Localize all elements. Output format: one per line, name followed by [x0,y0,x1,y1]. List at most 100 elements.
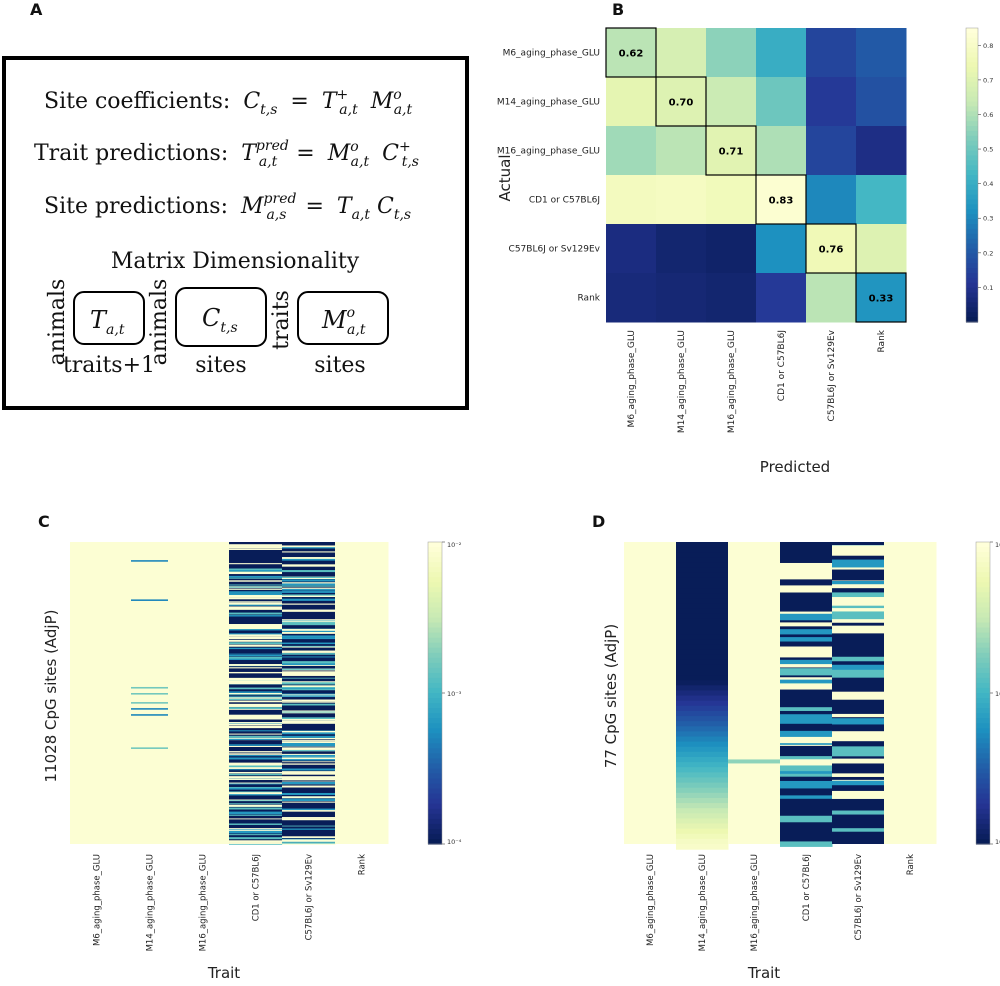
d-gradient-band [676,736,729,743]
b-colorbar-segment [966,170,978,176]
c-stripe [229,764,283,767]
d-colorbar-segment [976,592,990,598]
b-colorbar-label: 0.3 [983,215,993,223]
b-cell [656,126,707,176]
d-colorbar-segment [976,652,990,659]
c-stripe [282,718,336,721]
b-colorbar-label: 0.4 [983,180,993,188]
d-col-label: M16_aging_phase_GLU [750,854,760,951]
c-stripe [282,825,336,827]
d-stripe [832,592,885,598]
c-stripe [282,720,336,723]
c-stripe [282,672,336,675]
d-gradient-band [676,680,729,686]
c-stripe [282,551,336,553]
d-gradient-band [676,547,729,553]
d-colorbar-segment [976,552,990,558]
c-stripe [229,697,283,699]
d-column-bg [884,542,937,844]
c-stripe [229,624,283,626]
b-colorbar-label: 0.6 [983,111,993,119]
c-stripe [229,792,283,795]
d-col-label: C57BL6J or Sv129Ev [854,854,864,940]
b-cell [706,273,757,323]
b-cell [756,273,807,323]
d-gradient-band [676,588,729,594]
c-stripe [229,769,283,771]
d-stripe [832,604,885,611]
b-colorbar-label: 0.8 [983,42,993,50]
b-colorbar-segment [966,224,978,230]
d-gradient-band [676,762,729,768]
b-cell [656,175,707,225]
panel-d-heatmap: M6_aging_phase_GLU M14_aging_phase_GLU M16… [602,541,1000,982]
d-stripe [832,601,885,606]
d-gradient-band [676,803,729,809]
c-stripe [282,661,336,664]
d-colorbar-segment [976,642,990,649]
b-colorbar-segment [966,214,978,220]
d-gradient-band [676,844,729,850]
c-stripe [229,840,283,843]
b-colorbar-segment [966,307,978,313]
c-stripe [229,664,283,666]
c-colorbar-segment [428,672,442,679]
c-stripe [229,636,283,638]
c-stripe [131,686,168,689]
d-stripe [780,730,833,738]
c-y-axis-label: 11028 CpG sites (AdjP) [42,610,60,783]
d-stripe [832,734,885,742]
b-colorbar-segment [966,145,978,152]
c-stripe [229,753,283,755]
b-colorbar-segment [966,165,978,171]
c-stripe [282,799,336,802]
b-colorbar-frame [965,27,979,323]
panel-b-label: B [612,0,625,19]
c-stripe [229,834,283,836]
c-col-label: Rank [358,854,368,875]
c-stripe [282,778,336,781]
c-stripe [282,839,336,842]
d-colorbar-segment [976,703,990,709]
c-stripe [282,842,336,845]
b-colorbar-segment [966,233,978,240]
d-gradient-band [676,756,729,763]
d-stripe [780,571,833,575]
b-diagonal-box [655,76,707,127]
c-stripe [282,637,336,640]
d-colorbar-segment [976,838,990,845]
b-colorbar-segment [966,130,978,137]
d-stripe [832,548,885,556]
b-colorbar-segment [966,77,978,83]
d-colorbar-segment [976,602,990,609]
d-stripe [780,736,833,744]
c-stripe [282,595,336,598]
c-stripe [282,753,336,755]
d-colorbar-segment [976,677,990,684]
d-colorbar-segment [976,803,990,810]
panel-a-frame [2,56,469,410]
b-cell [806,28,857,78]
c-stripe [282,776,336,779]
d-gradient-band [676,833,729,840]
b-cell [756,126,807,176]
c-stripe [131,599,168,601]
d-colorbar-segment [976,808,990,815]
c-stripe [229,568,283,571]
d-colorbar-segment [976,713,990,719]
c-stripe [131,714,168,716]
c-stripe [282,671,336,674]
b-cell [856,273,907,323]
b-diagonal-box [605,27,657,78]
b-cell [606,126,657,176]
d-gradient-band [676,823,729,830]
d-stripe [832,693,885,700]
c-stripe [282,801,336,803]
d-colorbar-segment [976,587,990,593]
c-stripe [282,732,336,735]
c-colorbar-segment [428,728,442,734]
d-gradient-band [676,716,729,722]
b-colorbar-label: 0.5 [983,146,993,154]
b-x-axis-label: Predicted [760,458,830,476]
c-colorbar-segment [428,813,442,820]
